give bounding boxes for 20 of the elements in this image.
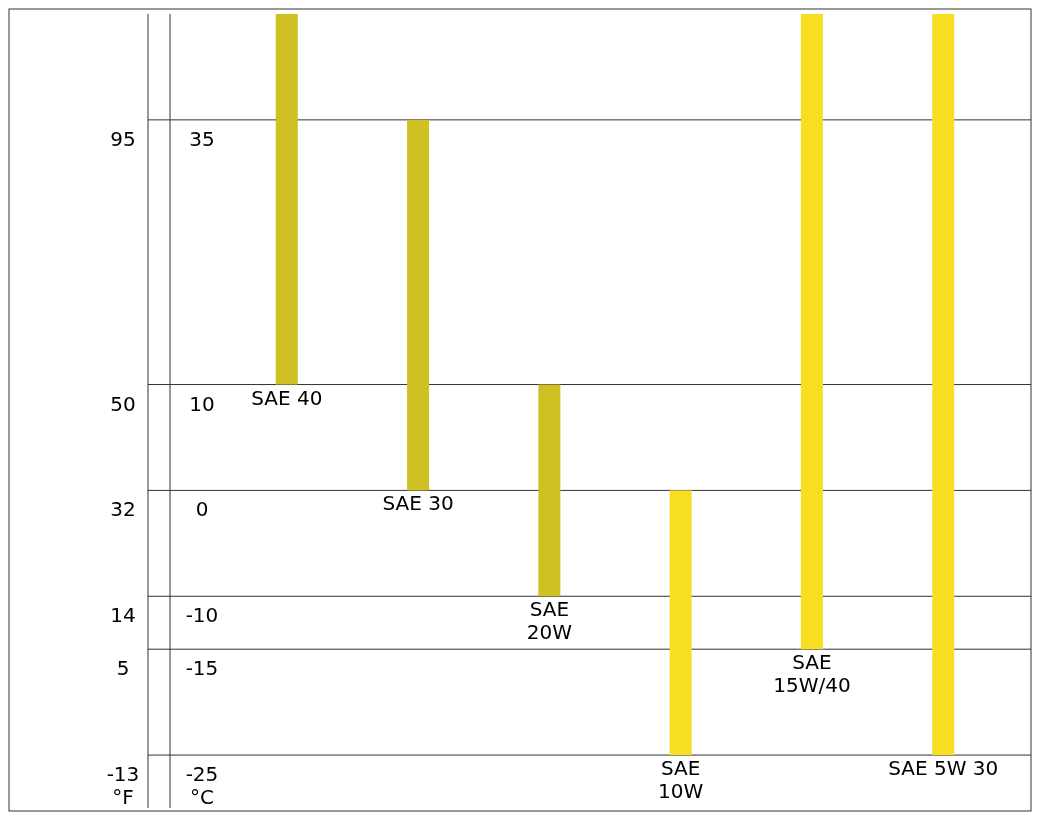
- y2-tick-label: 50: [110, 391, 136, 416]
- y-tick-label: -10: [185, 603, 219, 628]
- y-tick-label: -15: [185, 656, 219, 681]
- y-tick-label: -25: [185, 762, 219, 787]
- y-tick-label: 35: [189, 126, 215, 151]
- x-tick-label: SAE 5W 30: [888, 756, 999, 781]
- y2-axis-title: °F: [112, 785, 134, 809]
- x-tick-label: SAE 15W/40: [773, 650, 851, 698]
- x-tick-label: SAE 20W: [526, 597, 573, 645]
- x-tick-label: SAE 30: [382, 491, 454, 516]
- y2-tick-label: 5: [116, 656, 130, 681]
- x-tick-label: SAE 40: [251, 385, 323, 410]
- y-axis-title: °C: [190, 785, 214, 809]
- y-tick-label: 0: [195, 497, 209, 522]
- y2-tick-label: 32: [110, 497, 136, 522]
- y-tick-label: 10: [189, 391, 215, 416]
- y2-tick-label: 95: [110, 126, 136, 151]
- y2-tick-label: 14: [110, 603, 136, 628]
- x-tick-label: SAE 10W: [658, 756, 704, 804]
- y2-tick-label: -13: [106, 762, 140, 787]
